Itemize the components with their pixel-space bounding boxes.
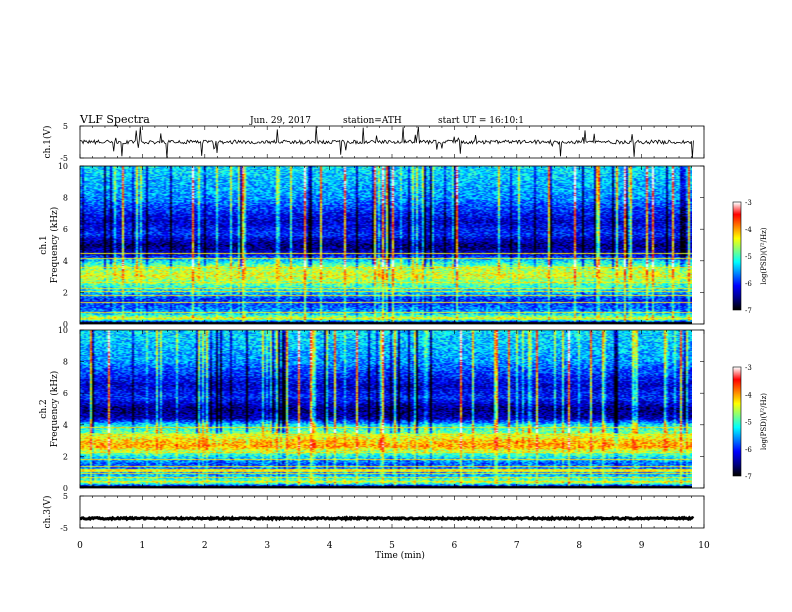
ch1-spec-channel-label: ch.1: [39, 235, 49, 254]
ch2-spec-ytick-label: 2: [63, 452, 68, 461]
ch2-colorbar-frame: [732, 366, 742, 477]
x-tick-label: 7: [514, 541, 520, 551]
ch1-colorbar-tick-label: -4: [745, 226, 752, 234]
ch1-spec-ylabel: Frequency (kHz): [49, 207, 60, 284]
figure-title: VLF Spectra: [79, 113, 150, 126]
ch1-spec-ytick-label: 10: [58, 162, 68, 171]
ch2-spectrogram-image: [80, 330, 692, 488]
x-tick-label: 2: [202, 541, 208, 551]
ch1-colorbar-tick-label: -7: [745, 307, 752, 315]
ch1-ylabel: ch.1(V): [42, 126, 53, 159]
ch3-ytick-label: -5: [60, 524, 68, 533]
ch2-spec-ytick-label: 6: [63, 389, 68, 398]
ch1-ytick-label: 5: [63, 122, 68, 131]
ch1-colorbar-tick-label: -6: [745, 280, 752, 288]
ch1-spec-ytick-label: 0: [63, 320, 68, 329]
x-tick-label: 9: [639, 541, 645, 551]
ch3-waveform-frame: [79, 495, 705, 529]
ch1-spec-ytick-label: 8: [63, 194, 68, 203]
x-axis-title: Time (min): [375, 550, 425, 561]
ch2-spec-ytick-label: 8: [63, 358, 68, 367]
ch2-colorbar-label: log(PSD)(V²/Hz): [760, 393, 768, 450]
ch2-spec-channel-label: ch.2: [39, 399, 49, 418]
ch2-colorbar-tick-label: -7: [745, 473, 752, 481]
ch1-colorbar-tick-label: -3: [745, 199, 752, 207]
ch2-colorbar-tick-label: -4: [745, 391, 752, 399]
ch3-waveform-trace: [79, 515, 695, 522]
x-tick-label: 3: [264, 541, 270, 551]
ch1-waveform-trace: [79, 126, 694, 159]
station-label: station=ATH: [343, 116, 402, 126]
ch2-spec-ytick-label: 0: [63, 484, 68, 493]
ch1-spec-ytick-label: 4: [63, 257, 68, 266]
ch1-colorbar: [733, 202, 741, 310]
ch2-colorbar-tick-label: -6: [745, 446, 752, 454]
x-tick-label: 6: [452, 541, 458, 551]
ch1-spectrogram-image: [80, 166, 692, 324]
ch1-ytick-label: -5: [60, 154, 68, 163]
x-tick-label: 10: [698, 541, 710, 551]
ch2-colorbar-tick-label: -3: [745, 364, 752, 372]
ch1-spec-ytick-label: 6: [63, 225, 68, 234]
ch1-spec-ytick-label: 2: [63, 288, 68, 297]
x-tick-label: 5: [389, 541, 395, 551]
ch2-colorbar-tick-label: -5: [745, 419, 752, 427]
ch1-colorbar-frame: [732, 201, 742, 311]
x-tick-label: 4: [327, 541, 333, 551]
ch2-colorbar: [733, 367, 741, 476]
ch1-colorbar-tick-label: -5: [745, 253, 752, 261]
ch2-spec-ylabel: Frequency (kHz): [49, 371, 60, 448]
date-label: Jun. 29, 2017: [249, 116, 311, 126]
x-tick-label: 0: [77, 541, 83, 551]
ch2-spec-ytick-label: 10: [58, 326, 68, 335]
x-tick-label: 1: [140, 541, 146, 551]
ch1-colorbar-label: log(PSD)(V²/Hz): [760, 227, 768, 284]
ch2-spec-ytick-label: 4: [63, 421, 68, 430]
ch3-ytick-label: 5: [63, 492, 68, 501]
x-tick-label: 8: [576, 541, 582, 551]
start-time-label: start UT = 16:10:1: [438, 116, 524, 126]
ch3-ylabel: ch.3(V): [42, 496, 53, 529]
